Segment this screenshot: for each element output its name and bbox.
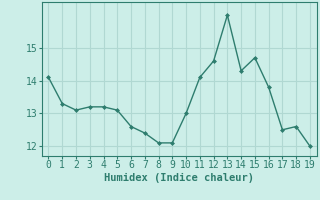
X-axis label: Humidex (Indice chaleur): Humidex (Indice chaleur) bbox=[104, 173, 254, 183]
